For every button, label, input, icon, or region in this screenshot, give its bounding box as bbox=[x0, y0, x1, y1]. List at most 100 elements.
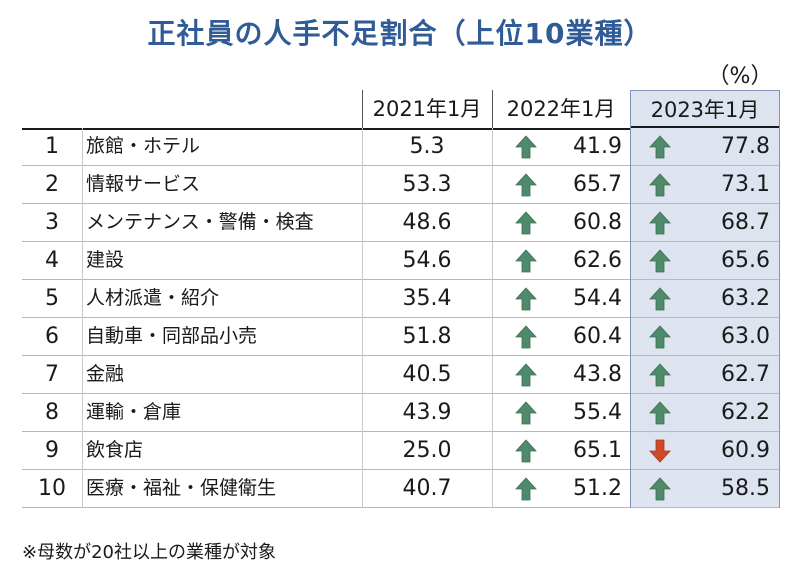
table-row: 9 飲食店 25.0 65.1 60.9 bbox=[22, 432, 780, 470]
value-cell-2023: 63.0 bbox=[630, 318, 780, 355]
header-divider bbox=[630, 90, 631, 128]
up-arrow-icon bbox=[515, 325, 537, 349]
value-text: 65.6 bbox=[721, 248, 770, 273]
up-arrow-icon bbox=[649, 211, 671, 235]
industry-cell: メンテナンス・警備・検査 bbox=[86, 211, 314, 233]
value-text: 60.8 bbox=[573, 210, 622, 235]
value-text: 54.4 bbox=[573, 286, 622, 311]
value-cell-2022: 54.4 bbox=[492, 280, 630, 317]
value-cell-2021: 5.3 bbox=[409, 134, 445, 159]
value-cell-2023: 73.1 bbox=[630, 166, 780, 203]
value-text: 41.9 bbox=[573, 134, 622, 159]
value-cell-2021: 40.5 bbox=[402, 362, 452, 387]
up-arrow-icon bbox=[515, 135, 537, 159]
industry-cell: 建設 bbox=[86, 249, 125, 271]
header-divider bbox=[362, 90, 363, 128]
table-row: 1 旅館・ホテル 5.3 41.9 77.8 bbox=[22, 128, 780, 166]
value-text: 63.2 bbox=[721, 286, 770, 311]
value-cell-2021: 53.3 bbox=[402, 172, 452, 197]
rank-cell: 5 bbox=[45, 286, 59, 311]
up-arrow-icon bbox=[515, 287, 537, 311]
header-divider bbox=[492, 90, 493, 128]
up-arrow-icon bbox=[649, 477, 671, 501]
up-arrow-icon bbox=[515, 401, 537, 425]
value-cell-2023: 68.7 bbox=[630, 204, 780, 241]
up-arrow-icon bbox=[515, 211, 537, 235]
up-arrow-icon bbox=[649, 249, 671, 273]
value-cell-2021: 48.6 bbox=[402, 210, 452, 235]
industry-cell: 医療・福祉・保健衛生 bbox=[86, 477, 277, 499]
rank-cell: 6 bbox=[45, 324, 59, 349]
rank-cell: 10 bbox=[38, 476, 66, 501]
column-divider bbox=[82, 128, 83, 508]
value-text: 55.4 bbox=[573, 400, 622, 425]
value-cell-2023: 62.7 bbox=[630, 356, 780, 393]
value-text: 63.0 bbox=[721, 324, 770, 349]
rank-cell: 2 bbox=[45, 172, 59, 197]
table-row: 7 金融 40.5 43.8 62.7 bbox=[22, 356, 780, 394]
value-text: 62.2 bbox=[721, 400, 770, 425]
down-arrow-icon bbox=[649, 439, 671, 463]
value-cell-2023: 58.5 bbox=[630, 470, 780, 507]
rank-cell: 3 bbox=[45, 210, 59, 235]
chart-title: 正社員の人手不足割合（上位10業種） bbox=[147, 17, 653, 50]
up-arrow-icon bbox=[515, 477, 537, 501]
value-cell-2022: 60.8 bbox=[492, 204, 630, 241]
value-text: 65.1 bbox=[573, 438, 622, 463]
rank-cell: 9 bbox=[45, 438, 59, 463]
up-arrow-icon bbox=[649, 173, 671, 197]
up-arrow-icon bbox=[515, 363, 537, 387]
value-text: 60.4 bbox=[573, 324, 622, 349]
industry-cell: 人材派遣・紹介 bbox=[86, 287, 220, 309]
value-cell-2021: 25.0 bbox=[402, 438, 452, 463]
industry-cell: 金融 bbox=[86, 363, 125, 385]
industry-cell: 自動車・同部品小売 bbox=[86, 325, 258, 347]
table-row: 8 運輸・倉庫 43.9 55.4 62.2 bbox=[22, 394, 780, 432]
up-arrow-icon bbox=[515, 439, 537, 463]
value-cell-2021: 43.9 bbox=[402, 400, 452, 425]
value-text: 58.5 bbox=[721, 476, 770, 501]
rank-cell: 1 bbox=[45, 134, 59, 159]
table-row: 5 人材派遣・紹介 35.4 54.4 63.2 bbox=[22, 280, 780, 318]
value-text: 77.8 bbox=[721, 134, 770, 159]
value-cell-2023: 65.6 bbox=[630, 242, 780, 279]
table-row: 4 建設 54.6 62.6 65.6 bbox=[22, 242, 780, 280]
value-text: 60.9 bbox=[721, 438, 770, 463]
value-text: 68.7 bbox=[721, 210, 770, 235]
column-header-2023: 2023年1月 bbox=[630, 90, 780, 128]
value-text: 62.7 bbox=[721, 362, 770, 387]
industry-cell: 旅館・ホテル bbox=[86, 135, 201, 157]
table-row: 6 自動車・同部品小売 51.8 60.4 63.0 bbox=[22, 318, 780, 356]
up-arrow-icon bbox=[649, 135, 671, 159]
rank-cell: 4 bbox=[45, 248, 59, 273]
rank-cell: 7 bbox=[45, 362, 59, 387]
header-blank bbox=[22, 90, 362, 130]
value-cell-2022: 65.1 bbox=[492, 432, 630, 469]
unit-label: （%） bbox=[707, 64, 773, 89]
value-text: 43.8 bbox=[573, 362, 622, 387]
industry-cell: 情報サービス bbox=[86, 173, 201, 195]
value-cell-2023: 63.2 bbox=[630, 280, 780, 317]
column-header-2022: 2022年1月 bbox=[492, 90, 630, 130]
column-divider bbox=[362, 128, 363, 508]
up-arrow-icon bbox=[515, 249, 537, 273]
value-text: 73.1 bbox=[721, 172, 770, 197]
value-cell-2022: 51.2 bbox=[492, 470, 630, 507]
value-cell-2021: 51.8 bbox=[402, 324, 452, 349]
up-arrow-icon bbox=[649, 287, 671, 311]
table-row: 10 医療・福祉・保健衛生 40.7 51.2 58.5 bbox=[22, 470, 780, 508]
value-text: 62.6 bbox=[573, 248, 622, 273]
value-cell-2023: 77.8 bbox=[630, 128, 780, 165]
value-cell-2022: 43.8 bbox=[492, 356, 630, 393]
column-header-2021: 2021年1月 bbox=[362, 90, 492, 130]
value-cell-2022: 41.9 bbox=[492, 128, 630, 165]
table-row: 3 メンテナンス・警備・検査 48.6 60.8 68.7 bbox=[22, 204, 780, 242]
value-cell-2021: 40.7 bbox=[402, 476, 452, 501]
column-divider bbox=[492, 128, 493, 508]
table-row: 2 情報サービス 53.3 65.7 73.1 bbox=[22, 166, 780, 204]
value-cell-2022: 62.6 bbox=[492, 242, 630, 279]
value-cell-2022: 60.4 bbox=[492, 318, 630, 355]
value-cell-2023: 60.9 bbox=[630, 432, 780, 469]
value-cell-2022: 65.7 bbox=[492, 166, 630, 203]
value-cell-2021: 35.4 bbox=[402, 286, 452, 311]
